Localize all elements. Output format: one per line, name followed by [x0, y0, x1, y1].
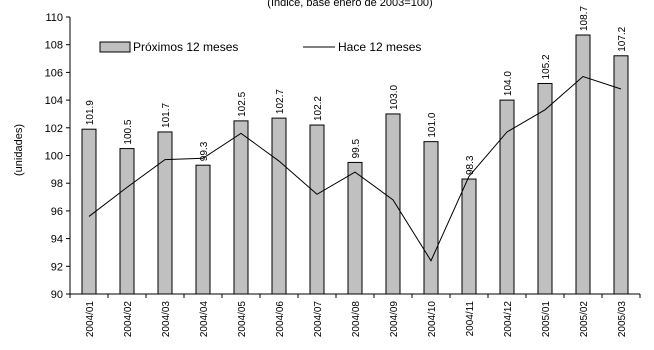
- x-tick-label: 2005/02: [579, 301, 590, 338]
- y-tick-label: 98: [51, 178, 63, 190]
- bar: [613, 55, 629, 295]
- bar-data-label: 98.3: [465, 155, 476, 175]
- bar-data-label: 105.2: [541, 54, 552, 79]
- bar: [499, 99, 515, 295]
- x-tick-label: 2004/09: [389, 301, 400, 338]
- bar-data-label: 101.7: [161, 102, 172, 127]
- legend: Próximos 12 meses Hace 12 meses: [99, 40, 421, 54]
- bar: [157, 131, 173, 295]
- y-tick-label: 102: [45, 123, 63, 135]
- y-tick-label: 110: [45, 12, 63, 24]
- chart-subtitle: (índice, base enero de 2003=100): [267, 0, 432, 9]
- bar: [385, 113, 401, 295]
- x-tick-label: 2004/05: [237, 301, 248, 338]
- x-tick-label: 2004/07: [313, 301, 324, 338]
- legend-label-line: Hace 12 meses: [338, 40, 421, 54]
- x-tick-label: 2004/06: [275, 301, 286, 338]
- bar-data-label: 103.0: [389, 84, 400, 109]
- series-line-hace-12-meses: [88, 75, 622, 262]
- y-tick-label: 104: [45, 95, 63, 107]
- bar: [461, 178, 477, 295]
- bar: [423, 141, 439, 295]
- bar-data-label: 101.9: [85, 100, 96, 125]
- x-tick-label: 2005/01: [541, 301, 552, 338]
- bar: [119, 148, 135, 295]
- plot-area: 90 92 94 96 98 100 102 104 106 108 110 101.9 100.5 10…: [45, 6, 641, 338]
- x-tick-label: 2004/12: [503, 301, 514, 338]
- x-tick-label: 2004/02: [123, 301, 134, 338]
- y-axis-label: (unidades): [13, 124, 25, 176]
- x-tick-label: 2004/10: [427, 301, 438, 338]
- x-tick-label: 2004/01: [85, 301, 96, 338]
- bar-data-label: 99.5: [351, 139, 362, 159]
- bar: [309, 124, 325, 295]
- bar: [537, 82, 553, 295]
- bar-data-label: 102.5: [237, 91, 248, 116]
- bar-data-label: 108.7: [579, 6, 590, 31]
- bar: [575, 34, 591, 295]
- bar-data-label: 102.2: [313, 96, 324, 121]
- x-tick-label: 2004/04: [199, 301, 210, 338]
- bar-data-label: 99.3: [199, 141, 210, 161]
- y-tick-label: 100: [45, 151, 63, 163]
- y-tick-label: 96: [51, 206, 63, 218]
- bar-data-label: 104.0: [503, 71, 514, 96]
- bar: [347, 161, 363, 295]
- x-tick-label: 2005/03: [617, 301, 628, 338]
- y-tick-label: 90: [51, 289, 63, 301]
- legend-swatch-bars: [99, 41, 131, 53]
- bar: [233, 120, 249, 295]
- y-tick-label: 92: [51, 261, 63, 273]
- x-tick-label: 2004/03: [161, 301, 172, 338]
- x-tick-label: 2004/11: [465, 301, 476, 337]
- y-tick-label: 108: [45, 40, 63, 52]
- bar-data-label: 102.7: [275, 89, 286, 114]
- bar-data-label: 101.0: [427, 112, 438, 137]
- bar: [271, 117, 287, 295]
- bar-data-label: 107.2: [617, 26, 628, 51]
- y-tick-label: 106: [45, 67, 63, 79]
- bar: [195, 164, 211, 295]
- x-tick-label: 2004/08: [351, 301, 362, 338]
- bar-data-label: 100.5: [123, 119, 134, 144]
- legend-label-bars: Próximos 12 meses: [133, 40, 238, 54]
- y-tick-label: 94: [51, 234, 63, 246]
- bar: [81, 128, 97, 295]
